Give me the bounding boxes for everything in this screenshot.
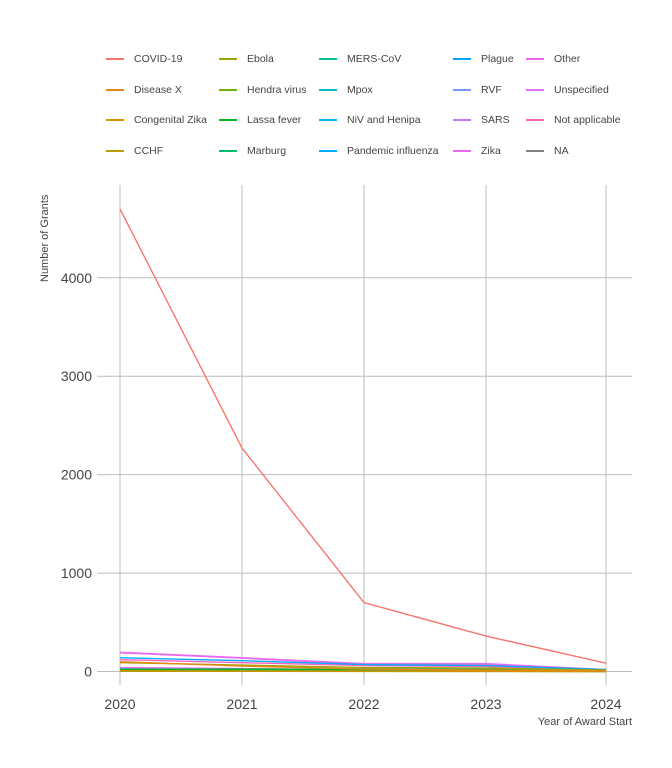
legend-item: NA <box>526 143 569 159</box>
legend-item: Congenital Zika <box>106 112 207 128</box>
y-tick-label: 4000 <box>61 270 92 286</box>
legend-swatch <box>453 58 471 60</box>
legend-item: MERS-CoV <box>319 51 401 67</box>
legend-swatch <box>453 119 471 121</box>
legend-swatch <box>526 119 544 121</box>
legend-item: COVID-19 <box>106 51 182 67</box>
series-line-pandemic-influenza <box>119 657 607 671</box>
legend-swatch <box>319 58 337 60</box>
legend-swatch <box>106 119 124 121</box>
legend-label: Unspecified <box>554 84 609 96</box>
x-tick-label: 2020 <box>104 696 135 712</box>
legend-label: Zika <box>481 145 501 157</box>
legend-label: Mpox <box>347 84 373 96</box>
legend-label: Congenital Zika <box>134 114 207 126</box>
legend-label: Marburg <box>247 145 287 157</box>
legend-label: Hendra virus <box>247 84 307 96</box>
legend-item: Zika <box>453 143 501 159</box>
legend-label: NiV and Henipa <box>347 114 421 126</box>
legend-label: Disease X <box>134 84 182 96</box>
x-tick-label: 2022 <box>348 696 379 712</box>
series-lines <box>119 208 607 673</box>
legend-item: Plague <box>453 51 514 67</box>
legend-item: Not applicable <box>526 112 621 128</box>
legend-item: Other <box>526 51 580 67</box>
legend-label: CCHF <box>134 145 164 157</box>
legend-item: Unspecified <box>526 82 609 98</box>
legend-swatch <box>319 119 337 121</box>
legend-swatch <box>106 58 124 60</box>
x-tick-label: 2024 <box>590 696 621 712</box>
legend-swatch <box>219 58 237 60</box>
legend-item: Pandemic influenza <box>319 143 439 159</box>
legend-label: Lassa fever <box>247 114 302 126</box>
legend-swatch <box>219 89 237 91</box>
x-tick-label: 2023 <box>470 696 501 712</box>
legend-item: Disease X <box>106 82 182 98</box>
legend-item: Ebola <box>219 51 274 67</box>
legend-swatch <box>526 89 544 91</box>
legend-label: MERS-CoV <box>347 53 402 65</box>
legend-swatch <box>106 150 124 152</box>
legend-swatch <box>526 58 544 60</box>
legend-label: Ebola <box>247 53 274 65</box>
legend-label: Pandemic influenza <box>347 145 439 157</box>
y-tick-label: 3000 <box>61 368 92 384</box>
legend-swatch <box>219 150 237 152</box>
y-tick-label: 1000 <box>61 565 92 581</box>
series-line-not-applicable <box>119 658 607 671</box>
legend-label: RVF <box>481 84 502 96</box>
legend-swatch <box>453 150 471 152</box>
legend-label: NA <box>554 145 569 157</box>
legend-swatch <box>319 89 337 91</box>
legend-swatch <box>526 150 544 152</box>
series-line-covid-19 <box>119 208 607 664</box>
legend-label: COVID-19 <box>134 53 183 65</box>
grid-lines <box>97 185 632 685</box>
y-axis-title: Number of Grants <box>39 194 51 282</box>
x-tick-label: 2021 <box>226 696 257 712</box>
legend-label: Other <box>554 53 581 65</box>
legend-item: SARS <box>453 112 510 128</box>
x-axis-title: Year of Award Start <box>538 716 632 728</box>
legend-item: Marburg <box>219 143 286 159</box>
tick-labels: 0 1000 2000 3000 4000 2020 2021 2022 2023 2024 <box>61 270 622 712</box>
legend-label: SARS <box>481 114 510 126</box>
legend-label: Plague <box>481 53 514 65</box>
legend-item: RVF <box>453 82 502 98</box>
legend-item: Hendra virus <box>219 82 307 98</box>
y-tick-label: 0 <box>84 664 92 680</box>
chart-legend: COVID-19 Disease X Congenital Zika CCHF Ebol… <box>0 0 672 175</box>
legend-item: Lassa fever <box>219 112 301 128</box>
y-tick-label: 2000 <box>61 467 92 483</box>
series-line-disease-x <box>119 660 607 672</box>
legend-swatch <box>453 89 471 91</box>
legend-swatch <box>219 119 237 121</box>
legend-item: NiV and Henipa <box>319 112 421 128</box>
legend-swatch <box>319 150 337 152</box>
legend-swatch <box>106 89 124 91</box>
legend-item: Mpox <box>319 82 373 98</box>
legend-label: Not applicable <box>554 114 621 126</box>
legend-item: CCHF <box>106 143 163 159</box>
